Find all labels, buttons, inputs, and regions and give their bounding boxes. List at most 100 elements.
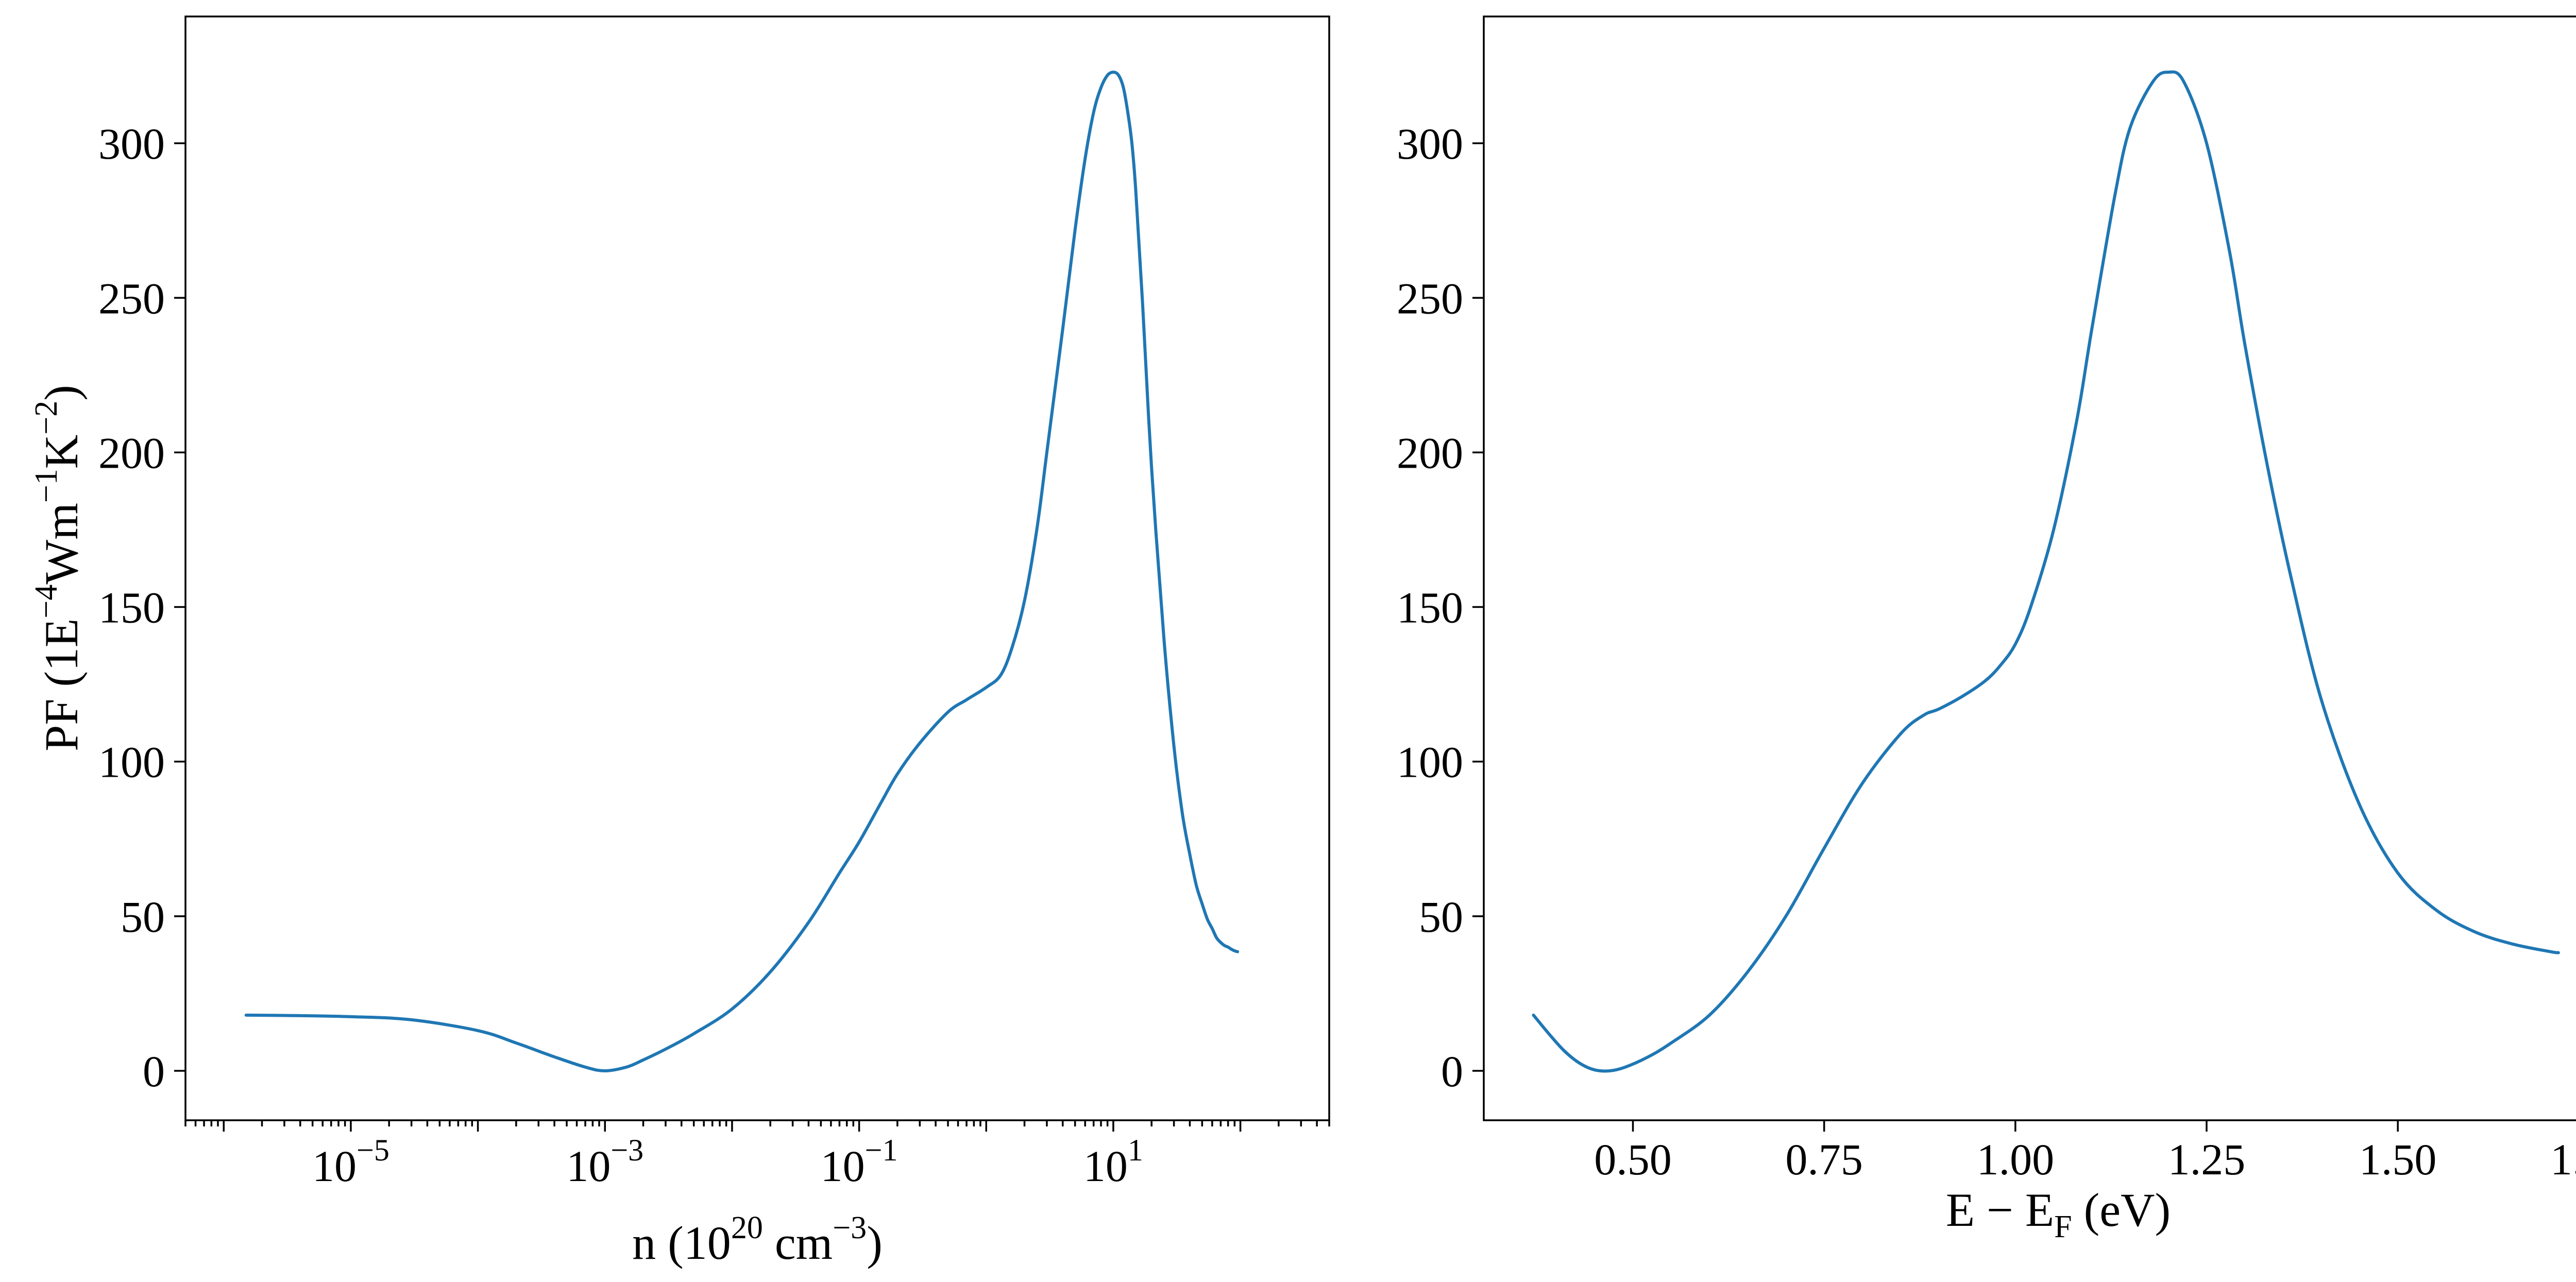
x-tick-label: 101 [1083,1133,1143,1191]
data-point [1061,327,1064,330]
x-ticks-left: 10−5 10−3 10−1 101 [184,1120,1330,1191]
data-point [2029,606,2032,609]
data-point [642,1058,645,1062]
data-point [918,742,921,745]
data-point [1092,111,1095,114]
data-point [1563,1049,1566,1052]
y-axis-label-left: PF (1E−4Wm−1K−2) [29,385,88,751]
data-point [2052,528,2055,532]
data-point [2243,343,2246,346]
data-point [2182,80,2185,83]
data-point [603,1069,606,1072]
x-tick-label: 1.50 [2359,1135,2437,1184]
data-point [2266,466,2269,469]
data-point [2434,909,2437,912]
data-point [880,800,883,804]
data-point [769,970,772,973]
data-point [1195,884,1198,887]
data-point [692,1032,696,1035]
data-point [410,1018,413,1021]
data-point [1922,714,1925,717]
data-point [858,841,861,844]
data-point [2228,250,2231,253]
series-points-left [245,71,1239,1072]
series-line-right [1532,70,2560,1073]
y-tick-label: 200 [1397,428,1463,477]
data-point [2358,804,2361,807]
data-point [2557,951,2560,954]
data-point [2549,950,2552,953]
data-point [1045,451,1048,454]
y-tick-label: 150 [1397,583,1463,633]
data-point [1141,302,1144,305]
data-point [2167,71,2170,74]
data-point [1983,680,1986,683]
data-point [1099,86,1103,89]
data-point [965,698,968,702]
data-point [1035,528,1038,532]
data-point [1206,918,1209,921]
data-point [1134,188,1137,191]
data-point [1200,902,1204,905]
chart-right: 0.50 0.75 1.00 1.25 1.50 1.75 0 50 100 150 200 250… [1397,15,2576,1244]
data-point [807,921,810,924]
x-tick-label: 1.25 [2168,1135,2246,1184]
data-point [1223,944,1226,947]
y-tick-label: 0 [143,1047,165,1096]
y-ticks-right: 0 50 100 150 200 250 300 [1397,119,1484,1096]
y-tick-label: 50 [1419,892,1463,942]
data-point [1162,637,1165,640]
data-point [2075,420,2078,423]
data-point [626,1065,629,1068]
x-tick-label: 1.75 [2550,1135,2576,1184]
data-point [1122,86,1125,89]
data-point [1219,941,1222,944]
data-point [1230,948,1233,951]
data-point [896,773,899,776]
x-tick-label: 0.75 [1785,1135,1863,1184]
data-point [1647,1055,1650,1058]
data-point [1117,74,1120,77]
data-point [731,1007,734,1011]
y-tick-label: 300 [1397,119,1463,168]
data-point [1236,950,1239,953]
data-point [2151,80,2155,83]
data-point [1708,1014,1711,1017]
data-point [2473,930,2476,933]
data-point [1784,915,1787,918]
data-point [283,1014,286,1017]
data-point [2289,575,2292,578]
data-point [1150,466,1153,469]
x-tick-label: 1.00 [1977,1135,2055,1184]
data-point [664,1048,667,1051]
data-point [2511,943,2514,946]
data-point [2090,327,2093,330]
data-point [1670,1041,1673,1045]
data-point [1106,74,1109,77]
data-point [1578,1062,1581,1065]
data-point [1608,1069,1612,1072]
x-tick-label: 10−3 [566,1133,643,1191]
data-point [584,1066,587,1069]
data-point [1593,1068,1596,1071]
data-point [1188,853,1191,856]
data-point [515,1041,518,1045]
data-point [1861,782,1864,785]
data-point [1823,847,1826,850]
data-point [1074,228,1077,231]
data-point [1126,111,1129,114]
data-point [1181,813,1184,816]
data-point [838,871,841,875]
data-point [1547,1032,1550,1035]
series-line-left [244,71,1240,1073]
chart-left: 10−5 10−3 10−1 101 0 50 100 150 200 250 300 n (10… [29,15,1330,1269]
x-tick-label: 10−5 [312,1133,389,1191]
plot-frame-right [1483,15,2576,1121]
series-points-right [1532,71,2560,1072]
data-point [2014,643,2017,646]
x-tick-label: 10−1 [821,1133,898,1191]
x-axis-label-left: n (1020 cm−3) [632,1210,883,1269]
y-tick-label: 200 [98,428,165,477]
data-point [1960,695,1963,698]
data-point [2205,142,2208,145]
